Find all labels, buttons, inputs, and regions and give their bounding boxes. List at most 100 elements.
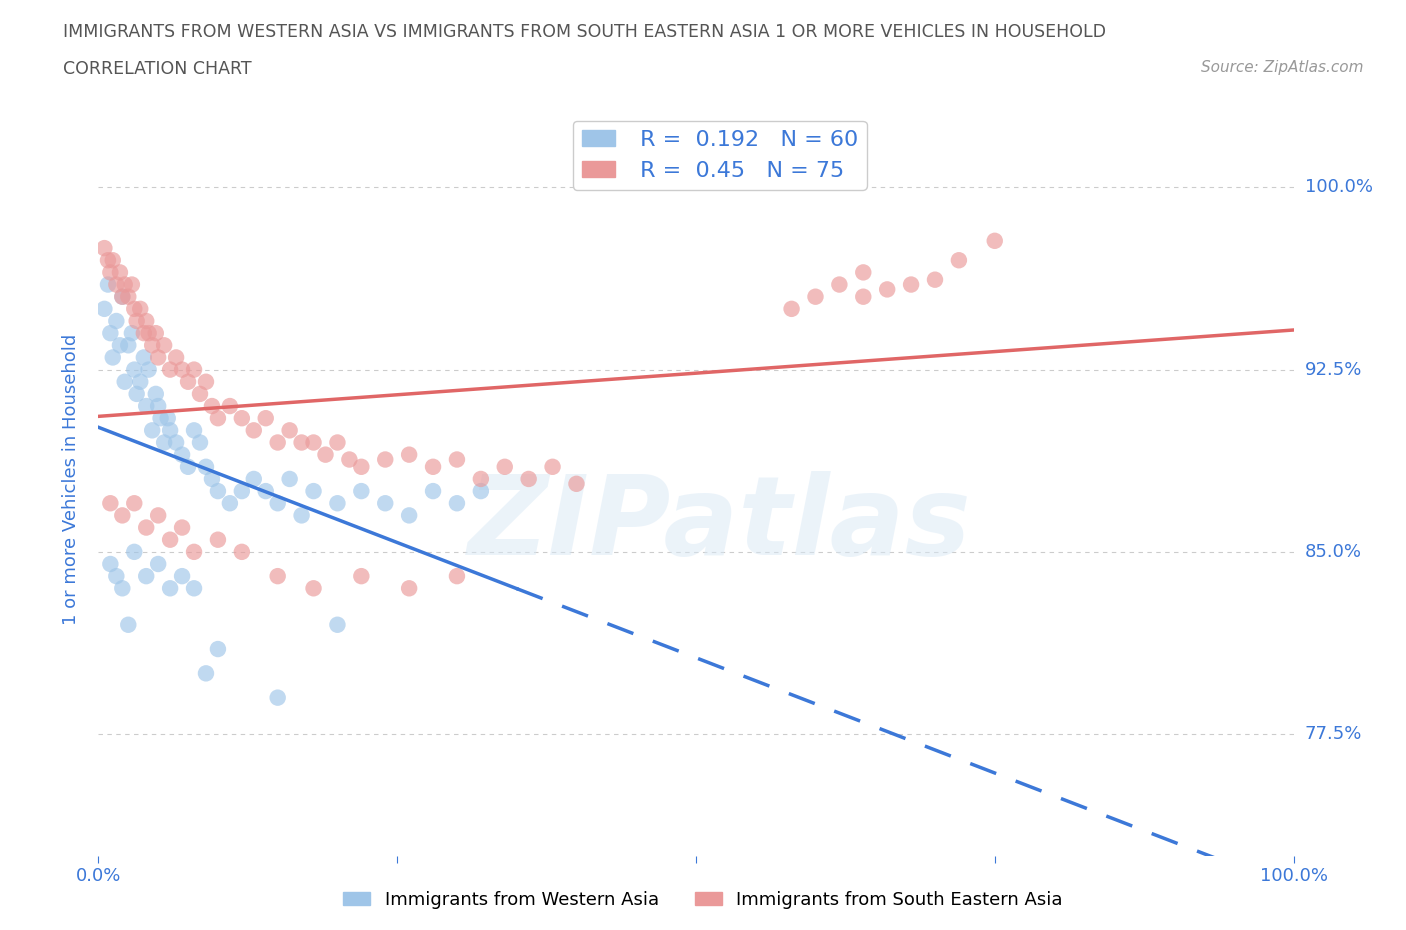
Point (101, 350, 124, 365)
Point (148, 508, 170, 523)
Point (129, 374, 152, 389)
Point (108, 265, 131, 280)
Point (159, 532, 181, 547)
Point (98, 496, 122, 511)
Point (165, 350, 187, 365)
Point (201, 399, 224, 414)
Text: IMMIGRANTS FROM WESTERN ASIA VS IMMIGRANTS FROM SOUTH EASTERN ASIA 1 OR MORE VEH: IMMIGRANTS FROM WESTERN ASIA VS IMMIGRAN… (63, 23, 1107, 41)
Point (243, 472, 266, 486)
Point (984, 233, 1007, 248)
Text: 100.0%: 100.0% (1305, 179, 1372, 196)
Point (470, 484, 492, 498)
Text: ZIPatlas: ZIPatlas (468, 471, 972, 578)
Point (148, 556, 170, 571)
Point (195, 374, 218, 389)
Point (135, 313, 157, 328)
Point (141, 423, 163, 438)
Point (159, 423, 181, 438)
Point (207, 484, 229, 498)
Point (350, 459, 373, 474)
Point (129, 301, 152, 316)
Point (398, 508, 420, 523)
Point (828, 277, 851, 292)
Point (145, 387, 167, 402)
Point (339, 452, 361, 467)
Point (398, 581, 420, 596)
Point (124, 301, 146, 316)
Point (172, 362, 194, 377)
Point (267, 569, 290, 584)
Point (172, 569, 194, 584)
Point (97, 277, 120, 292)
Point (398, 447, 420, 462)
Point (374, 496, 396, 511)
Point (446, 452, 468, 467)
Point (135, 569, 157, 584)
Point (145, 326, 167, 340)
Point (105, 569, 128, 584)
Point (231, 484, 253, 498)
Point (125, 387, 148, 402)
Point (111, 289, 134, 304)
Point (172, 520, 194, 535)
Point (278, 423, 301, 438)
Point (201, 472, 224, 486)
Point (124, 496, 146, 511)
Point (165, 435, 187, 450)
Text: Source: ZipAtlas.com: Source: ZipAtlas.com (1201, 60, 1364, 75)
Point (124, 362, 146, 377)
Point (117, 338, 139, 352)
Point (207, 411, 229, 426)
Point (97, 253, 120, 268)
Point (422, 484, 444, 498)
Point (422, 459, 444, 474)
Point (141, 338, 163, 352)
Point (267, 435, 290, 450)
Point (138, 362, 160, 377)
Text: CORRELATION CHART: CORRELATION CHART (63, 60, 252, 78)
Point (177, 374, 200, 389)
Point (188, 435, 211, 450)
Point (156, 411, 179, 426)
Point (219, 399, 242, 414)
Point (852, 289, 875, 304)
Point (302, 435, 325, 450)
Point (267, 496, 290, 511)
Point (291, 435, 314, 450)
Point (446, 496, 468, 511)
Y-axis label: 1 or more Vehicles in Household: 1 or more Vehicles in Household (62, 333, 80, 625)
Point (195, 459, 218, 474)
Point (183, 423, 205, 438)
Point (153, 435, 176, 450)
Point (98, 265, 122, 280)
Point (326, 435, 349, 450)
Point (188, 387, 211, 402)
Point (135, 520, 157, 535)
Point (93, 241, 115, 256)
Point (148, 350, 170, 365)
Point (517, 472, 540, 486)
Text: 92.5%: 92.5% (1305, 361, 1362, 379)
Point (231, 544, 253, 559)
Point (159, 581, 181, 596)
Point (117, 289, 139, 304)
Point (254, 484, 277, 498)
Point (852, 265, 875, 280)
Point (876, 282, 898, 297)
Point (254, 411, 277, 426)
Point (159, 362, 181, 377)
Point (207, 642, 229, 657)
Point (780, 301, 803, 316)
Point (278, 472, 301, 486)
Legend:  R =  0.192   N = 60,  R =  0.45   N = 75: R = 0.192 N = 60, R = 0.45 N = 75 (572, 121, 868, 190)
Point (111, 508, 134, 523)
Point (121, 326, 143, 340)
Point (117, 618, 139, 632)
Point (105, 277, 128, 292)
Point (350, 569, 373, 584)
Point (541, 459, 564, 474)
Point (101, 253, 124, 268)
Point (374, 452, 396, 467)
Point (948, 253, 970, 268)
Point (900, 277, 922, 292)
